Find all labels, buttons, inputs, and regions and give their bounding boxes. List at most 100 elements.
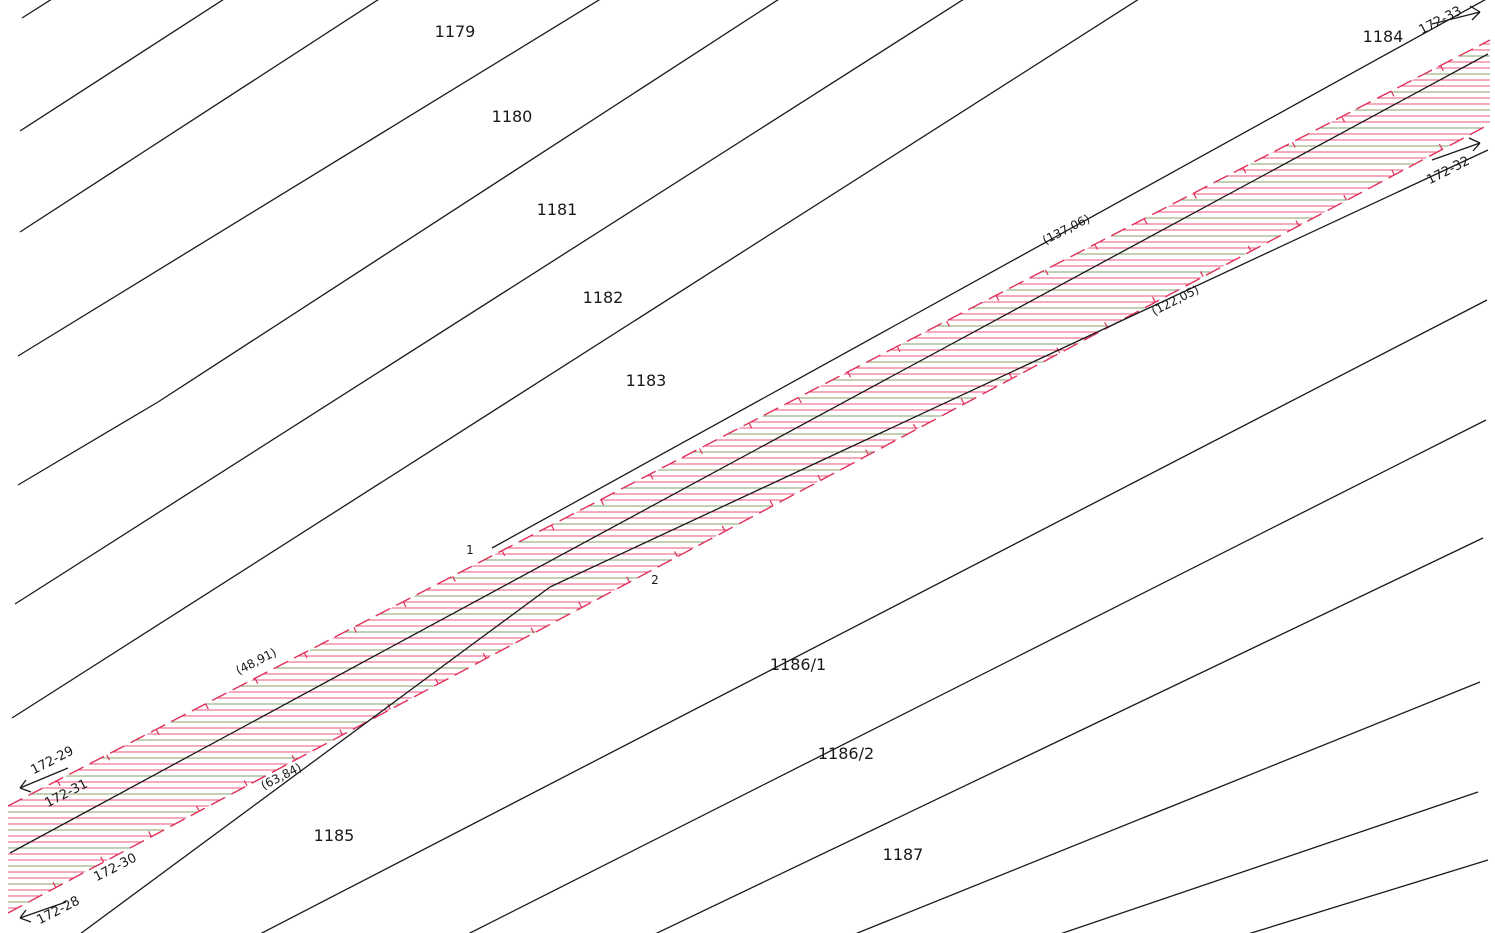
parcel-label-1180: 1180 [492, 107, 533, 126]
corridor-edge-tick [195, 805, 200, 812]
sheet-ref-label: 172-33 [1416, 4, 1464, 38]
corridor-edge-tick [1341, 116, 1346, 123]
corridor-edge-tick [865, 449, 870, 456]
parcel-label-1184: 1184 [1363, 27, 1404, 46]
boundary-line [19, 0, 224, 132]
boundary-line [549, 149, 1489, 588]
point-label-2: 2 [651, 573, 659, 587]
corridor-edge-tick [353, 626, 358, 633]
parcel-label-1186-1: 1186/1 [770, 655, 826, 674]
corridor-edge-tick [769, 500, 774, 507]
measurement-labels: (137,06) (122,05) (48,91) (63,84) [234, 212, 1202, 793]
corridor-edge-tick [1440, 65, 1444, 72]
corridor-edge-tick [699, 448, 703, 455]
corridor-edge-tick [673, 551, 678, 557]
corridor-edge-tick [1152, 296, 1156, 303]
corridor-edge-tick [387, 703, 391, 710]
corridor-edge-tick [721, 525, 726, 532]
corridor-edge-tick [1343, 194, 1348, 201]
corridor-edge-tick [501, 550, 506, 557]
corridor-edge-tick [291, 754, 296, 761]
boundary-line [655, 537, 1484, 933]
corridor-edge-tick [748, 422, 753, 429]
boundary-line [491, 0, 1486, 549]
corridor-edge-tick [52, 881, 57, 888]
parcel-label-1185: 1185 [314, 826, 355, 845]
corridor-edge-tick [243, 780, 248, 787]
boundary-line [9, 53, 1489, 854]
corridor-edge-tick [1199, 271, 1204, 277]
point-labels: 1 2 [466, 543, 659, 587]
corridor-edge-tick [550, 524, 555, 531]
corridor-edge-tick [600, 499, 605, 506]
parcel-labels: 1179 1180 1181 1182 1183 1184 1185 1186/… [314, 22, 1404, 864]
corridor-edge-tick [402, 601, 407, 608]
corridor-edge-tick [960, 398, 965, 405]
boundary-line [21, 0, 52, 19]
parcel-label-1182: 1182 [583, 288, 624, 307]
parcel-label-1181: 1181 [537, 200, 578, 219]
boundary-line [17, 0, 601, 357]
boundary-line [468, 419, 1487, 933]
parcel-label-1179: 1179 [435, 22, 476, 41]
measurement-label: (63,84) [259, 760, 304, 792]
sheet-ref-arrows [19, 5, 1481, 923]
parcel-label-1186-2: 1186/2 [818, 744, 874, 763]
corridor-edge-tick [482, 652, 487, 659]
corridor-edge-tick [817, 474, 822, 481]
corridor-edge-tick [912, 423, 917, 430]
corridor-edge-tick [626, 576, 631, 583]
corridor-edge-tick [995, 295, 1000, 301]
boundary-line [19, 0, 379, 233]
corridor-edge-tick [303, 652, 308, 659]
parcel-boundaries [9, 0, 1489, 933]
parcel-label-1187: 1187 [883, 845, 924, 864]
corridor-edge-tick [797, 397, 802, 404]
boundary-line [80, 586, 551, 933]
corridor-edge-tick [1291, 141, 1296, 148]
corridor-edges [7, 39, 1491, 914]
corridor-edge-tick [1044, 269, 1049, 276]
corridor-edge-tick [578, 602, 583, 608]
corridor-edge-tick [1438, 143, 1443, 150]
parcel-label-1183: 1183 [626, 371, 667, 390]
corridor-edge-tick [1094, 243, 1099, 250]
corridor-edge-tick [155, 729, 160, 736]
corridor-edge-tick [148, 831, 152, 837]
corridor-edge-tick [896, 346, 901, 353]
corridor-edge-tick [1242, 167, 1247, 174]
boundary-line [11, 0, 1139, 719]
corridor-edge-tick [100, 856, 105, 863]
corridor-edge-tick [339, 729, 344, 736]
measurement-label: (122,05) [1149, 283, 1201, 319]
boundary-line [855, 681, 1481, 933]
boundary-line [260, 299, 1488, 933]
corridor-edge-tick [254, 678, 259, 684]
sheet-ref-label: 172-29 [28, 744, 76, 778]
corridor-edge-tick [205, 703, 209, 710]
corridor-edge-tick [1391, 169, 1395, 176]
corridor-edge-line [7, 123, 1491, 914]
arrow-icon [19, 901, 67, 923]
corridor-edge-tick [106, 754, 111, 761]
arrow-icon [1431, 5, 1481, 25]
corridor-edge-tick [1008, 372, 1013, 379]
corridor-edge-tick [1295, 220, 1300, 227]
arrow-icon [1431, 137, 1481, 161]
corridor-edge-tick [1143, 218, 1148, 225]
corridor-edge-tick [530, 627, 535, 634]
boundary-line [14, 0, 964, 605]
corridor-edge-tick [946, 320, 950, 327]
corridor-edge-tick [1193, 192, 1197, 199]
corridor-edge-tick [1390, 90, 1395, 97]
boundary-line [1060, 791, 1479, 933]
point-label-1: 1 [466, 543, 474, 557]
arrow-icon [19, 767, 69, 793]
corridor-edge-tick [56, 780, 61, 787]
sheet-ref-label: 172-28 [34, 894, 82, 928]
measurement-label: (137,06) [1040, 212, 1092, 248]
boundary-line [1249, 859, 1489, 933]
boundary-line [17, 0, 779, 486]
measurement-label: (48,91) [234, 645, 279, 677]
